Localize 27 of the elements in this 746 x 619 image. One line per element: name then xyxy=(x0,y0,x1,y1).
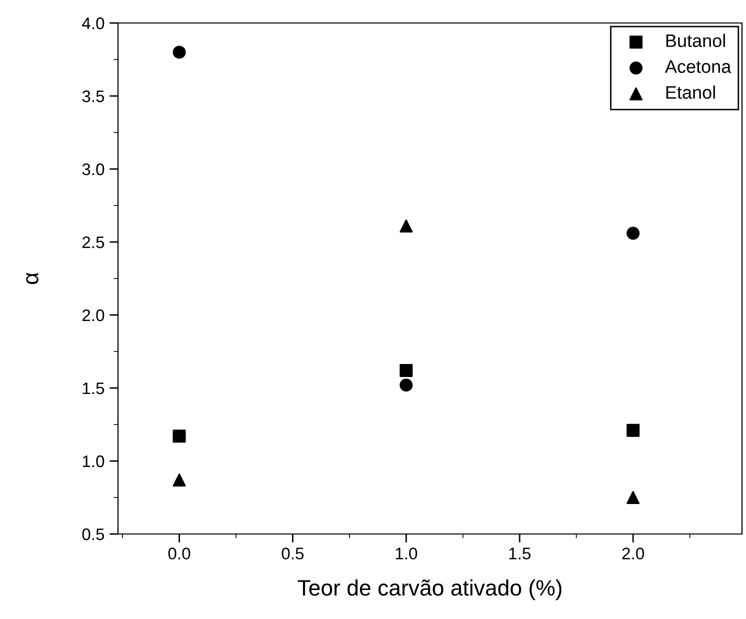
point xyxy=(172,46,186,59)
point xyxy=(626,226,640,240)
point xyxy=(400,378,413,392)
legend-label: Etanol xyxy=(666,86,715,99)
point xyxy=(626,490,640,504)
y-tick-label: 2.0 xyxy=(82,309,104,322)
y-tick-label: 0.5 xyxy=(82,528,104,540)
y-tick-label: 1.0 xyxy=(82,455,104,468)
x-tick-label: 1.0 xyxy=(396,548,418,560)
y-axis-title: α xyxy=(26,272,38,284)
legend-label: Butanol xyxy=(666,34,725,48)
y-tick-label: 3.0 xyxy=(82,163,104,176)
point xyxy=(172,473,186,486)
x-tick-label: 2.0 xyxy=(622,548,644,560)
point xyxy=(400,219,413,232)
x-axis-title: Teor de carvão ativado (%) xyxy=(298,579,562,600)
legend-label: Acetona xyxy=(664,60,732,73)
x-tick-label: 0.0 xyxy=(168,548,190,560)
x-tick-label: 0.5 xyxy=(282,548,304,560)
y-tick-label: 3.5 xyxy=(82,90,104,102)
y-tick-label: 1.5 xyxy=(82,382,104,394)
point xyxy=(400,364,413,377)
x-tick-label: 1.5 xyxy=(509,548,531,560)
point xyxy=(172,430,186,443)
y-tick-label: 4.0 xyxy=(82,17,104,30)
y-tick-label: 2.5 xyxy=(82,236,104,248)
point xyxy=(626,424,640,437)
